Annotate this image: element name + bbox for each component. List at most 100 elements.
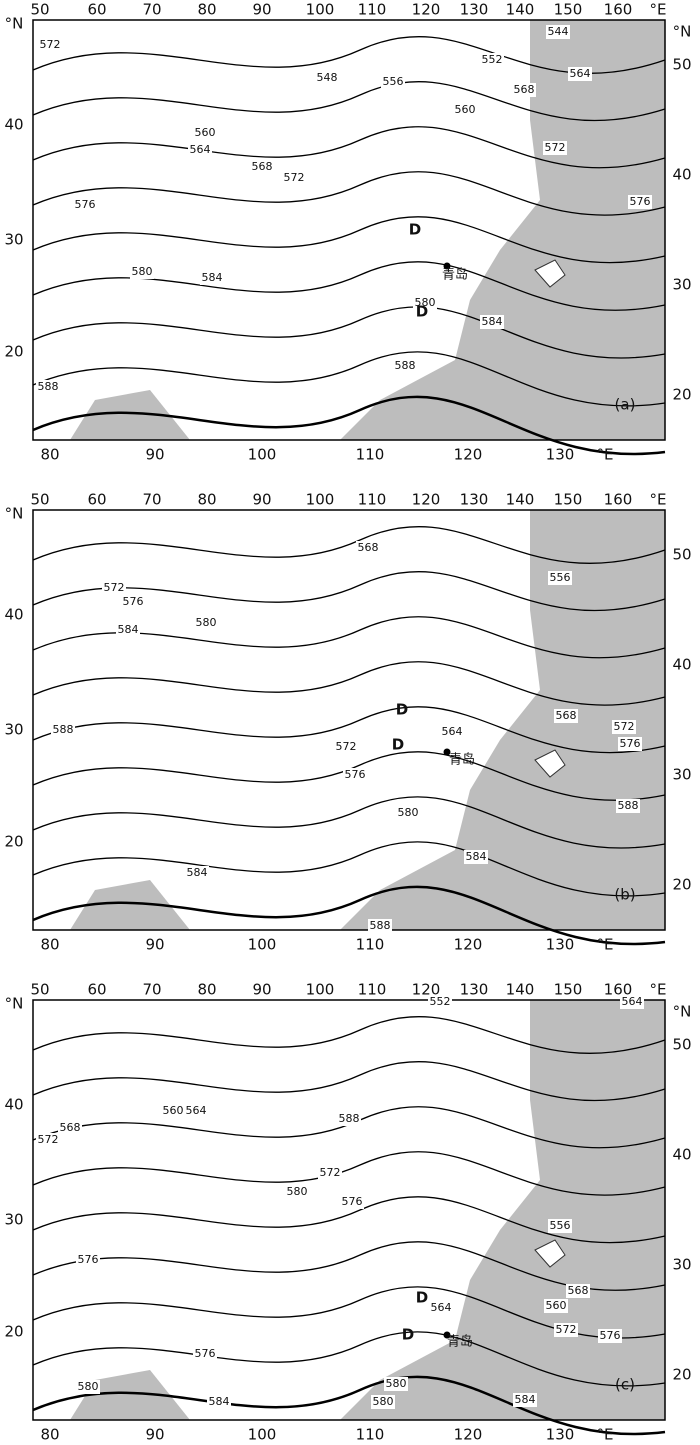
contour-label-bg (58, 1121, 82, 1135)
lon-label: 150 (554, 491, 583, 509)
contour-label: 572 (336, 740, 357, 753)
panel-label: (b) (614, 886, 635, 904)
lon-label: 110 (358, 491, 387, 509)
station-label: 青岛 (442, 267, 468, 283)
contour-label-bg (250, 160, 274, 174)
lat-label: 20 (4, 343, 23, 361)
map-frame (32, 19, 666, 441)
lat-label: 30 (4, 1211, 23, 1229)
station-dot (443, 1331, 451, 1339)
contour-label: 584 (202, 271, 223, 284)
contour-label-bg (618, 737, 642, 751)
lon-label: 80 (197, 1, 216, 19)
lat-label: °N (5, 505, 24, 523)
lon-label: 110 (356, 446, 385, 464)
contour-label: 568 (358, 541, 379, 554)
contour (32, 841, 666, 897)
contour-label: 572 (556, 1323, 577, 1336)
low-marker: D (416, 303, 428, 321)
sea (70, 390, 190, 440)
lat-label: 20 (672, 386, 691, 404)
contour-label: 568 (556, 709, 577, 722)
contour-label-bg (368, 919, 392, 933)
contour-label-bg (207, 1395, 231, 1409)
lon-label: 50 (30, 981, 49, 999)
contour-label-bg (193, 126, 217, 140)
contour-label: 576 (600, 1329, 621, 1342)
contour-label-bg (371, 1395, 395, 1409)
lon-label: 100 (248, 936, 277, 954)
lat-label: 20 (4, 833, 23, 851)
lon-label: 160 (604, 1, 633, 19)
contour-label-bg (428, 995, 452, 1009)
contour (32, 351, 666, 407)
island (534, 259, 566, 288)
contour-label-bg (185, 866, 209, 880)
contour (32, 216, 666, 264)
station-dot (443, 748, 451, 756)
contour-label: 580 (132, 265, 153, 278)
lat-label: 30 (672, 1256, 691, 1274)
contour-label: 588 (53, 723, 74, 736)
contour-label: 548 (317, 71, 338, 84)
lat-label: 40 (4, 1096, 23, 1114)
contour (32, 796, 666, 849)
contour-label-bg (512, 83, 536, 97)
station-dot (443, 262, 451, 270)
contour-label-bg (453, 103, 477, 117)
lon-label: 130 (460, 491, 489, 509)
contour-label-bg (546, 25, 570, 39)
lon-label: 60 (87, 491, 106, 509)
contour-label-bg (116, 623, 140, 637)
lon-label: 120 (454, 936, 483, 954)
contour-label-bg (568, 67, 592, 81)
lat-label: 50 (672, 546, 691, 564)
contour-label: 572 (320, 1166, 341, 1179)
contour-label-bg (193, 1347, 217, 1361)
lon-label: °E (597, 1426, 614, 1442)
contour (32, 1331, 666, 1387)
contour-label-bg (76, 1380, 100, 1394)
lon-label: °E (650, 981, 667, 999)
contour-label-bg (628, 195, 652, 209)
contour-label: 564 (570, 67, 591, 80)
low-marker: D (402, 1326, 414, 1344)
station-label: 青岛 (447, 1334, 473, 1350)
contour-label: 572 (104, 581, 125, 594)
lon-label: 110 (358, 1, 387, 19)
contour-label-bg (282, 171, 306, 185)
contour-label-bg (554, 1323, 578, 1337)
lon-label: 100 (306, 491, 335, 509)
contour-label: 588 (339, 1112, 360, 1125)
map-panel: 50 60 70 80 90 100 110 120 130 140 150 160 °E 80 90 100… (4, 1, 691, 464)
contour-label-bg (620, 995, 644, 1009)
contour-label-bg (334, 740, 358, 754)
contour-label: 564 (186, 1104, 207, 1117)
contour-label-bg (554, 709, 578, 723)
contour-label-bg (396, 806, 420, 820)
contour-label-bg (130, 265, 154, 279)
contour (32, 126, 666, 169)
contour-label-bg (337, 1112, 361, 1126)
contour-label: 584 (187, 866, 208, 879)
contour-label-bg (480, 53, 504, 67)
lon-label: 80 (40, 446, 59, 464)
lon-label: 70 (142, 981, 161, 999)
lon-label: °E (650, 1, 667, 19)
lon-label: 120 (454, 1426, 483, 1442)
lat-label: 30 (4, 231, 23, 249)
lon-label: 120 (412, 491, 441, 509)
map-panel: 50 60 70 80 90 100 110 120 130 140 150 160 °E 80 90 100… (4, 981, 691, 1444)
contour-label-bg (612, 720, 636, 734)
sea (340, 510, 665, 930)
lat-label: °N (673, 23, 692, 41)
contour-label-bg (102, 581, 126, 595)
contour-label: 552 (430, 995, 451, 1008)
contour-label: 556 (550, 571, 571, 584)
sea (70, 880, 190, 930)
contour-label: 572 (614, 720, 635, 733)
sea (340, 20, 665, 440)
panel-label: (a) (615, 396, 636, 414)
contour-label: 584 (482, 315, 503, 328)
